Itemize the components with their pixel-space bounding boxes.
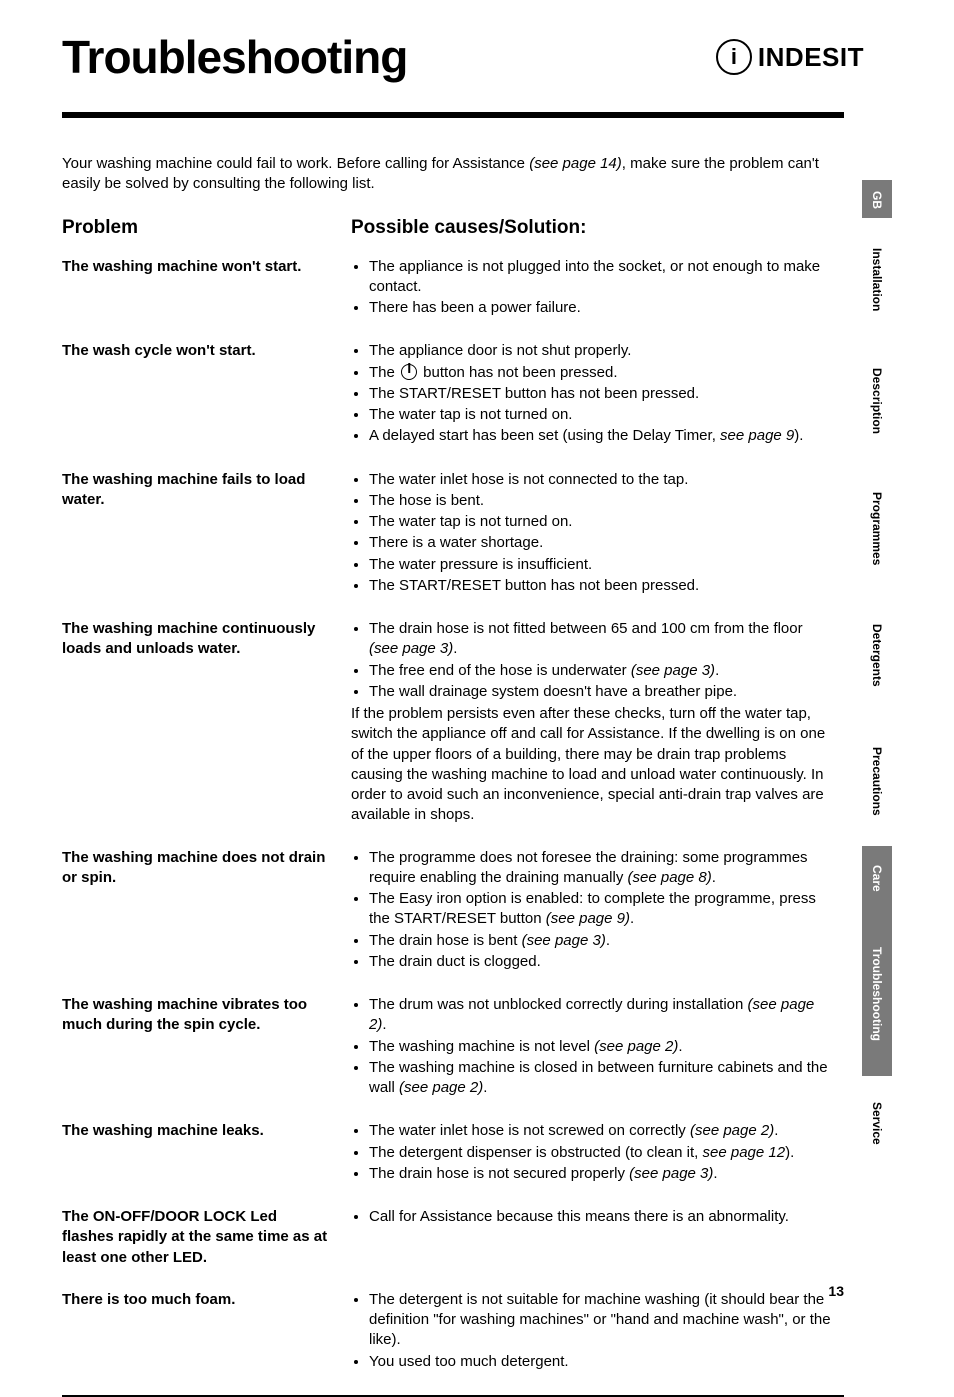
section-tab[interactable]: Installation — [862, 218, 892, 340]
problem-text: The washing machine vibrates too much du… — [62, 995, 351, 1099]
footer-rule — [62, 1395, 844, 1397]
section-tabs: GBInstallationDescriptionProgrammesDeter… — [862, 180, 892, 1170]
logo-text: INDESIT — [758, 42, 864, 73]
solution-item: The programme does not foresee the drain… — [369, 848, 834, 889]
solution-item: The START/RESET button has not been pres… — [369, 576, 834, 596]
solution-block: The appliance is not plugged into the so… — [351, 257, 834, 320]
troubleshoot-row: The washing machine leaks. The water inle… — [62, 1121, 834, 1185]
section-tab[interactable]: GB — [862, 180, 892, 218]
problem-text: The washing machine fails to load water. — [62, 470, 351, 598]
solution-item: The washing machine is closed in between… — [369, 1058, 834, 1099]
solution-item: The hose is bent. — [369, 491, 834, 511]
solution-item: The Easy iron option is enabled: to comp… — [369, 889, 834, 930]
problem-text: The washing machine leaks. — [62, 1121, 351, 1185]
problem-text: The washing machine does not drain or sp… — [62, 848, 351, 974]
solution-item: The detergent dispenser is obstructed (t… — [369, 1143, 834, 1163]
solution-item: The wall drainage system doesn't have a … — [369, 682, 834, 702]
solution-item: The drain hose is not secured properly (… — [369, 1164, 834, 1184]
problem-text: The washing machine continuously loads a… — [62, 619, 351, 826]
solution-item: The water tap is not turned on. — [369, 512, 834, 532]
troubleshoot-row: The washing machine vibrates too much du… — [62, 995, 834, 1099]
solution-item: The water tap is not turned on. — [369, 405, 834, 425]
solution-block: Call for Assistance because this means t… — [351, 1207, 834, 1268]
solution-item: Call for Assistance because this means t… — [369, 1207, 834, 1227]
solution-item: There is a water shortage. — [369, 533, 834, 553]
solution-item: The free end of the hose is underwater (… — [369, 661, 834, 681]
section-tab[interactable]: Service — [862, 1076, 892, 1170]
section-tab[interactable]: Precautions — [862, 716, 892, 846]
solution-block: The drain hose is not fitted between 65 … — [351, 619, 834, 826]
solution-block: The detergent is not suitable for machin… — [351, 1290, 834, 1373]
solution-block: The appliance door is not shut properly.… — [351, 341, 834, 447]
logo-i-icon: i — [716, 39, 752, 75]
solution-item: You used too much detergent. — [369, 1352, 834, 1372]
troubleshoot-row: The washing machine continuously loads a… — [62, 619, 834, 826]
solution-item: A delayed start has been set (using the … — [369, 426, 834, 446]
brand-logo: i INDESIT — [716, 39, 864, 75]
section-tab[interactable]: Care — [862, 846, 892, 910]
solution-block: The water inlet hose is not connected to… — [351, 470, 834, 598]
solution-item: The drain hose is bent (see page 3). — [369, 931, 834, 951]
solution-block: The water inlet hose is not screwed on c… — [351, 1121, 834, 1185]
solution-item: The appliance door is not shut properly. — [369, 341, 834, 361]
troubleshoot-row: The ON-OFF/DOOR LOCK Led flashes rapidly… — [62, 1207, 834, 1268]
page-number: 13 — [828, 1283, 844, 1299]
solution-item: The button has not been pressed. — [369, 363, 834, 383]
solution-block: The drum was not unblocked correctly dur… — [351, 995, 834, 1099]
solution-block: The programme does not foresee the drain… — [351, 848, 834, 974]
solution-item: The washing machine is not level (see pa… — [369, 1037, 834, 1057]
solution-item: The water inlet hose is not connected to… — [369, 470, 834, 490]
troubleshoot-row: There is too much foam. The detergent is … — [62, 1290, 834, 1373]
solution-item: The water pressure is insufficient. — [369, 555, 834, 575]
solution-item: The water inlet hose is not screwed on c… — [369, 1121, 834, 1141]
troubleshoot-row: The washing machine fails to load water.… — [62, 470, 834, 598]
solution-note: If the problem persists even after these… — [351, 704, 834, 826]
page-title: Troubleshooting — [62, 30, 407, 84]
solution-item: The drain hose is not fitted between 65 … — [369, 619, 834, 660]
power-icon — [401, 364, 417, 380]
solution-item: The START/RESET button has not been pres… — [369, 384, 834, 404]
troubleshoot-row: The washing machine does not drain or sp… — [62, 848, 834, 974]
section-tab[interactable]: Detergents — [862, 594, 892, 716]
solution-item: The drum was not unblocked correctly dur… — [369, 995, 834, 1036]
column-header-problem: Problem — [62, 217, 351, 239]
solution-item: The drain duct is clogged. — [369, 952, 834, 972]
solution-item: The appliance is not plugged into the so… — [369, 257, 834, 298]
problem-text: There is too much foam. — [62, 1290, 351, 1373]
problem-text: The ON-OFF/DOOR LOCK Led flashes rapidly… — [62, 1207, 351, 1268]
header-rule — [62, 112, 844, 118]
troubleshoot-row: The wash cycle won't start.The appliance… — [62, 341, 834, 447]
section-tab[interactable]: Programmes — [862, 462, 892, 594]
section-tab[interactable]: Troubleshooting — [862, 910, 892, 1076]
problem-text: The wash cycle won't start. — [62, 341, 351, 447]
problem-text: The washing machine won't start. — [62, 257, 351, 320]
intro-text: Your washing machine could fail to work.… — [62, 154, 954, 195]
solution-item: There has been a power failure. — [369, 298, 834, 318]
column-header-solution: Possible causes/Solution: — [351, 217, 586, 239]
solution-item: The detergent is not suitable for machin… — [369, 1290, 834, 1351]
troubleshoot-row: The washing machine won't start. The appl… — [62, 257, 834, 320]
section-tab[interactable]: Description — [862, 340, 892, 462]
